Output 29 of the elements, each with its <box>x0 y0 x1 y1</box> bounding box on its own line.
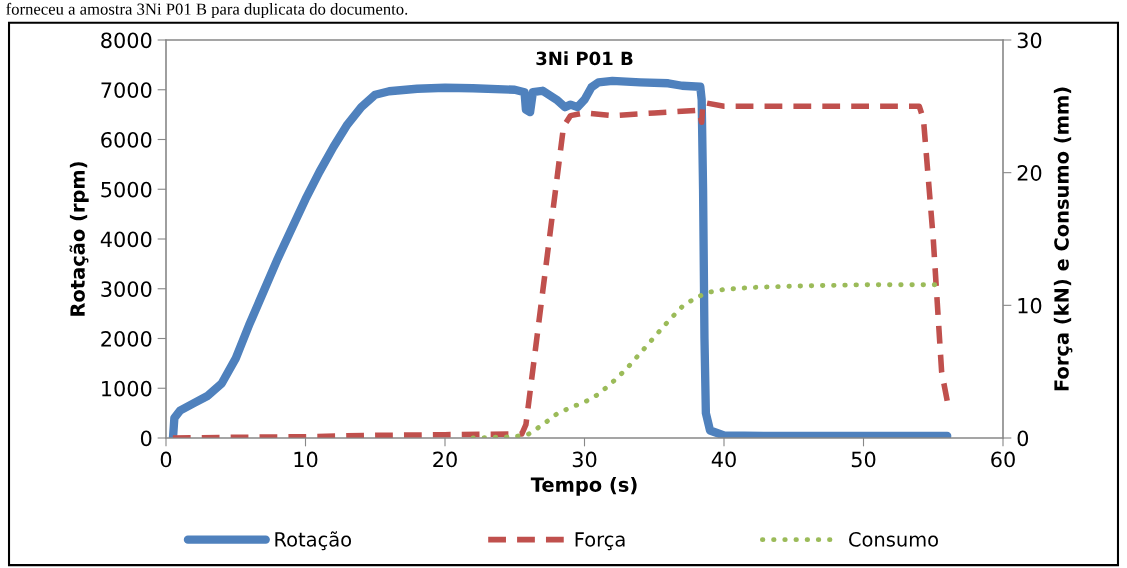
y2-axis-title: Força (kN) e Consumo (mm) <box>1053 87 1073 391</box>
x-axis-title: Tempo (s) <box>530 476 637 496</box>
y-tick-label: 3000 <box>101 281 152 297</box>
x-tick-label: 50 <box>851 451 876 468</box>
y-tick-label: 0 <box>140 430 152 447</box>
y-tick-label: 1000 <box>102 380 152 397</box>
y-tick-label: 6000 <box>101 131 152 148</box>
y-tick-label: 2000 <box>101 330 152 347</box>
y-tick-label: 8000 <box>101 32 152 49</box>
text: 3Ni P01 B <box>536 51 633 66</box>
y2-tick-label: 10 <box>1018 297 1042 314</box>
y2-tick-label: 30 <box>1017 32 1042 49</box>
x-tick-label: 60 <box>991 451 1015 468</box>
legend-label: Consumo <box>849 532 938 547</box>
line-series <box>470 282 939 438</box>
y-tick-label: 7000 <box>101 82 152 98</box>
x-tick-label: 30 <box>572 451 597 468</box>
text: forneceu a amostra 3Ni P01 B para duplicata do documento. <box>6 2 408 19</box>
x-tick-label: 10 <box>294 451 318 468</box>
legend-label: Força <box>575 532 625 551</box>
y2-tick-label: 0 <box>1017 430 1029 447</box>
x-tick-label: 20 <box>433 451 457 468</box>
legend-label: Rotação <box>275 531 352 551</box>
y-tick-label: 4000 <box>100 231 152 248</box>
y-tick-label: 5000 <box>101 181 152 198</box>
y-axis-title: Rotação (rpm) <box>69 162 89 316</box>
x-tick-label: 0 <box>160 451 172 468</box>
y2-tick-label: 20 <box>1017 165 1042 181</box>
x-tick-label: 40 <box>711 451 736 468</box>
